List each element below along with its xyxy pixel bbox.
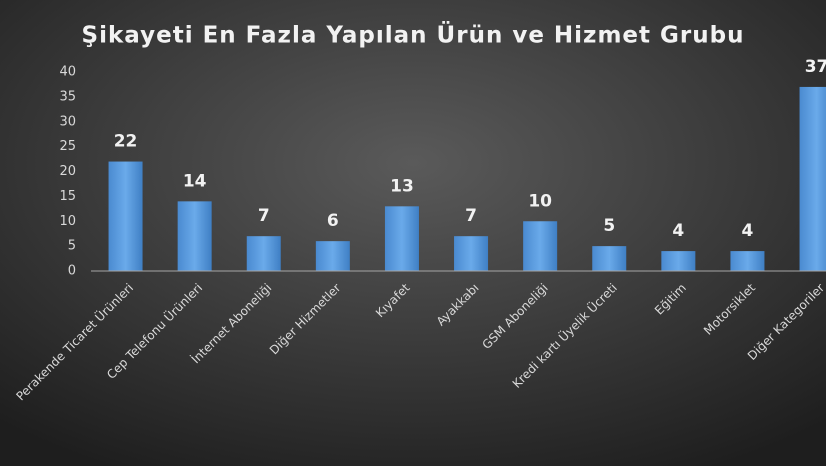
- value-label: 10: [528, 191, 552, 211]
- y-tick-label: 30: [59, 114, 76, 129]
- chart-title: Şikayeti En Fazla Yapılan Ürün ve Hizmet…: [82, 21, 745, 49]
- value-label: 13: [390, 176, 414, 196]
- value-label: 5: [603, 216, 615, 236]
- value-label: 6: [327, 211, 339, 231]
- bar: [799, 86, 826, 271]
- bar: [523, 221, 558, 271]
- bar: [384, 206, 419, 271]
- value-label: 4: [672, 221, 684, 241]
- bar: [108, 161, 143, 271]
- value-label: 4: [742, 221, 754, 241]
- bar: [661, 251, 696, 271]
- bar: [177, 201, 212, 271]
- value-label: 7: [465, 206, 477, 226]
- y-tick-label: 0: [68, 264, 76, 279]
- value-label: 14: [183, 171, 207, 191]
- bar: [730, 251, 765, 271]
- y-tick-label: 20: [59, 164, 76, 179]
- value-label: 7: [258, 206, 270, 226]
- value-label: 22: [114, 132, 138, 152]
- bar: [246, 236, 281, 271]
- value-label: 37: [805, 57, 826, 77]
- y-tick-label: 15: [59, 189, 76, 204]
- y-tick-label: 40: [59, 65, 76, 80]
- y-tick-label: 10: [59, 214, 76, 229]
- bar: [454, 236, 489, 271]
- bar: [315, 241, 350, 271]
- y-tick-label: 35: [59, 89, 76, 104]
- bar: [592, 246, 627, 271]
- y-tick-label: 5: [68, 239, 76, 254]
- y-tick-label: 25: [59, 139, 76, 154]
